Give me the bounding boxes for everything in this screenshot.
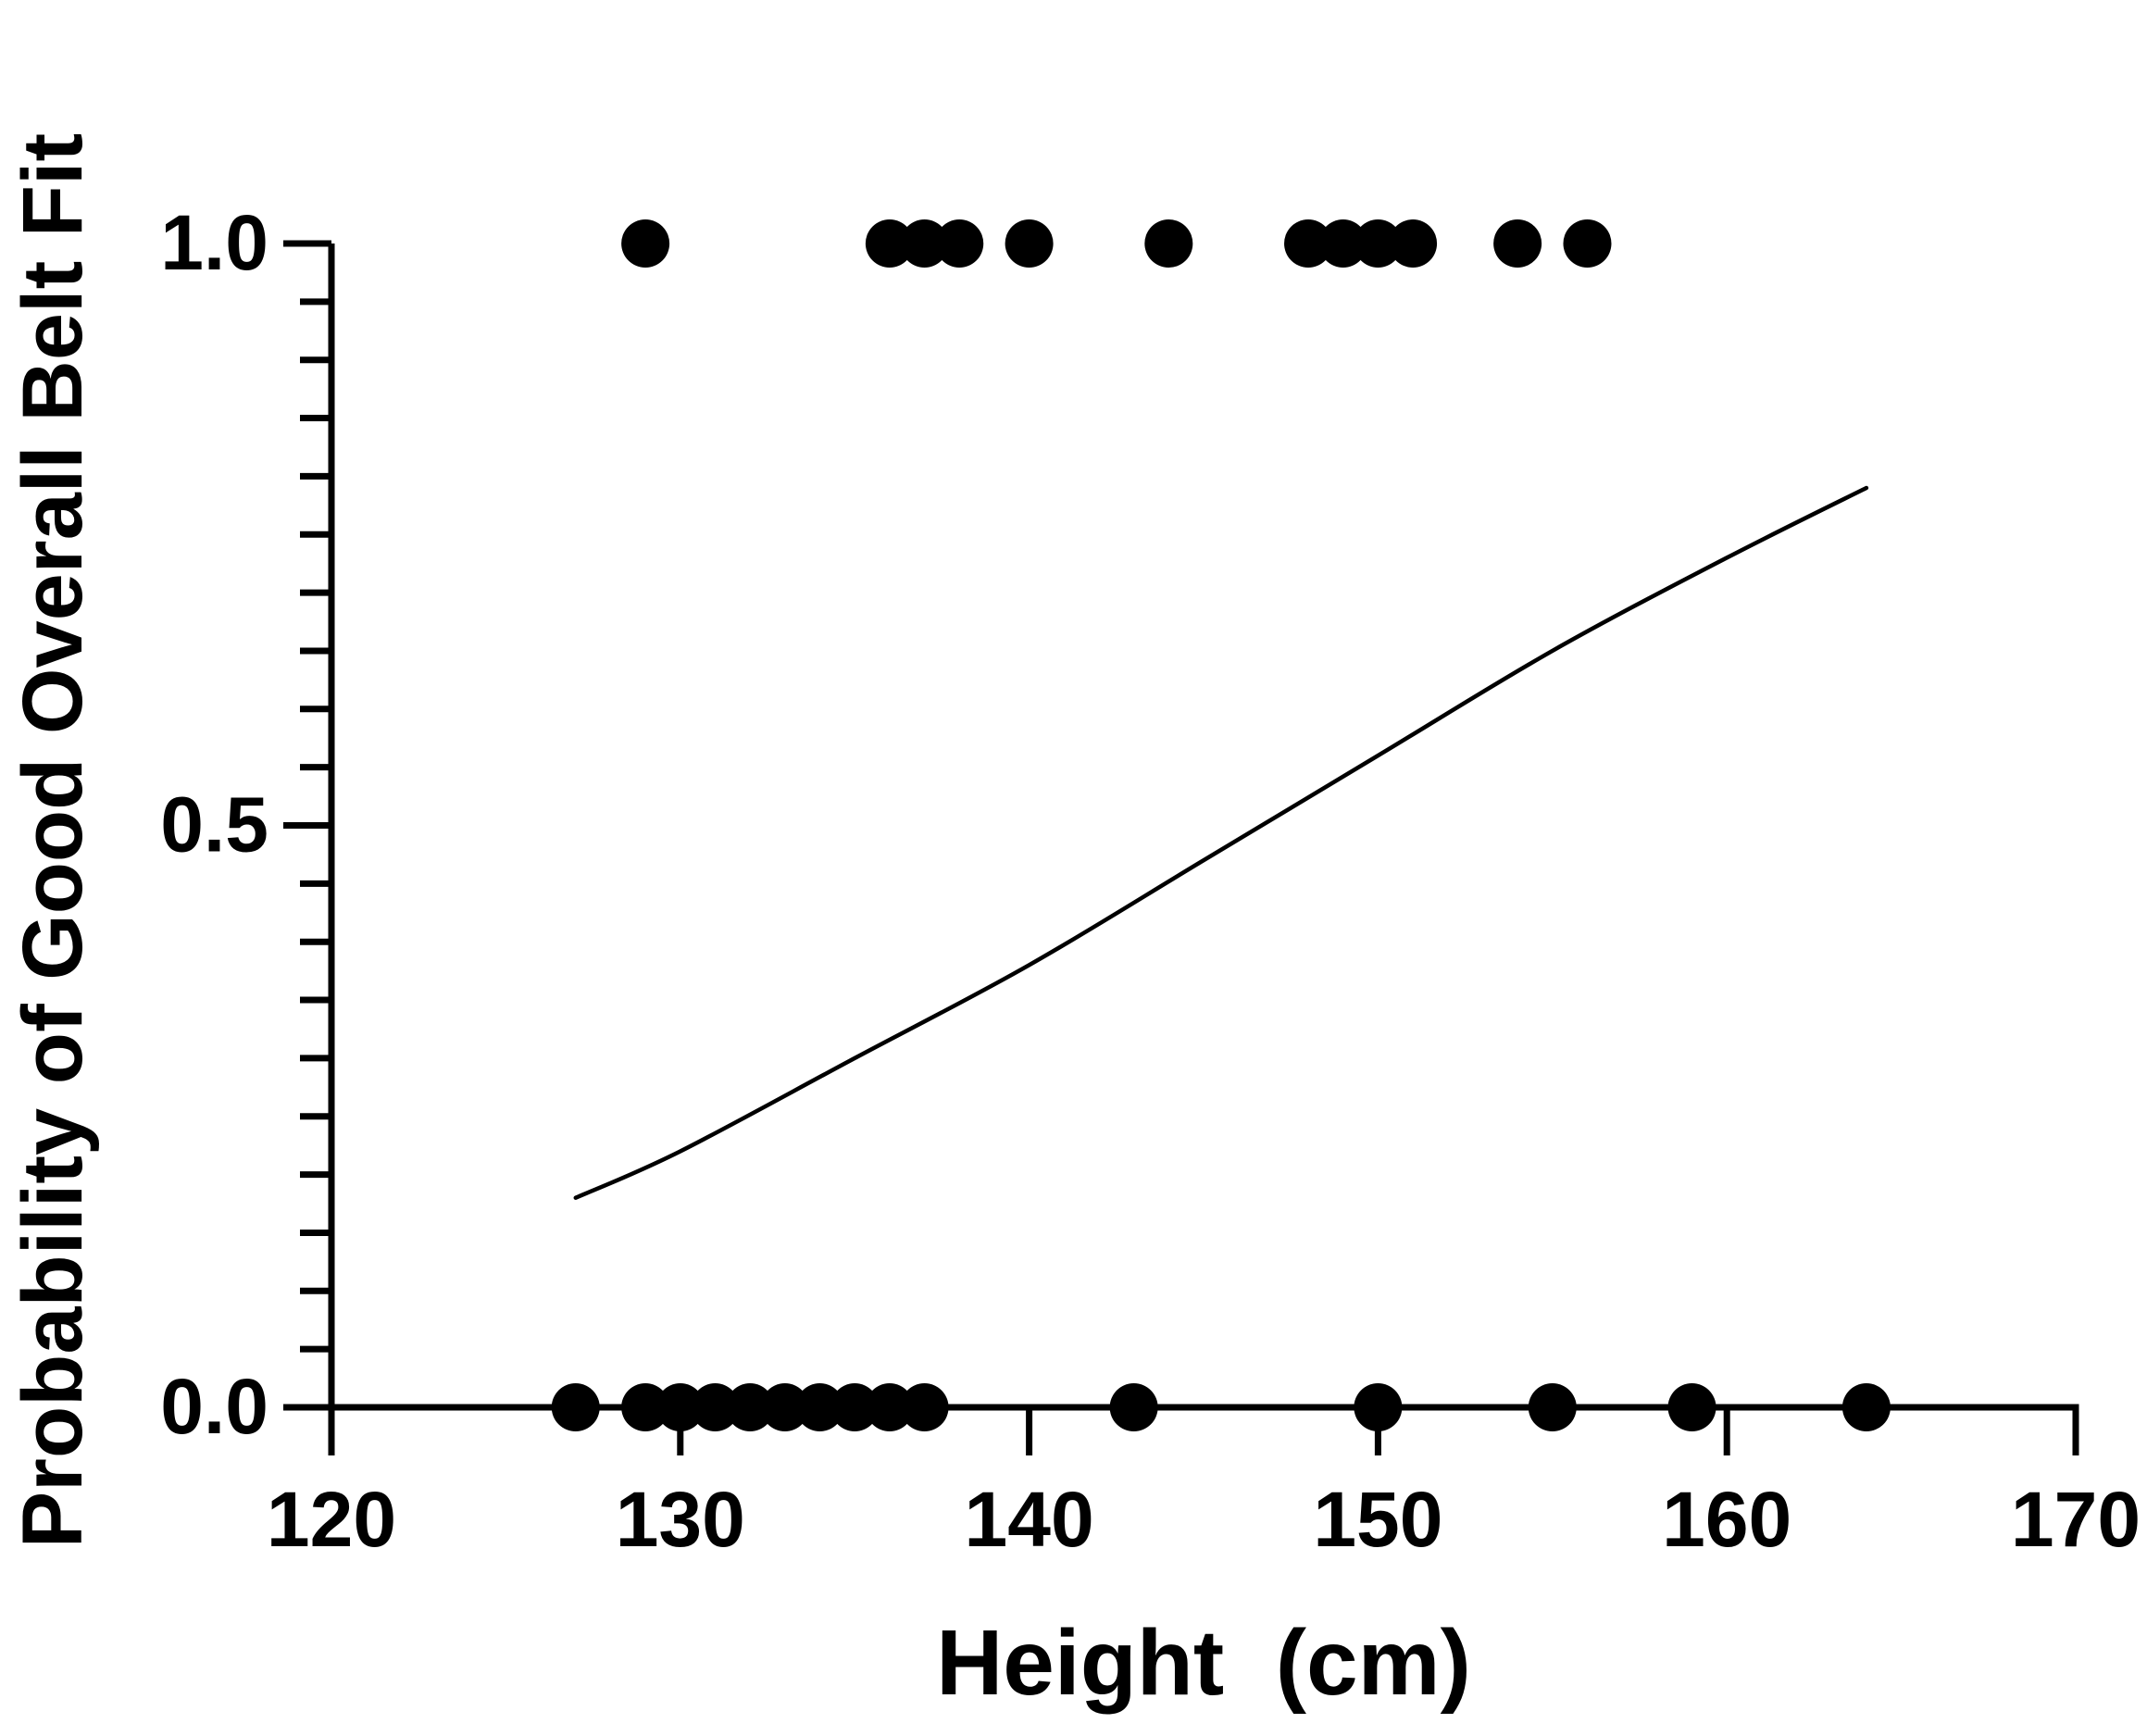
data-point [726, 1383, 775, 1431]
x-tick-label: 120 [267, 1476, 396, 1563]
data-point [1528, 1383, 1577, 1431]
fit-curve [573, 485, 1869, 1200]
x-axis-title: Height (cm) [936, 1611, 1471, 1715]
data-point [1354, 1383, 1403, 1431]
data-point [655, 1383, 705, 1431]
data-point [1389, 219, 1438, 268]
data-point [1284, 219, 1333, 268]
y-tick-label: 0.0 [160, 1363, 268, 1450]
fit-curve-layer [573, 485, 1869, 1200]
data-point [1318, 219, 1367, 268]
data-point [900, 219, 949, 268]
y-tick-label: 1.0 [160, 199, 268, 286]
data-point [900, 1383, 949, 1431]
data-point [830, 1383, 880, 1431]
data-point [865, 1383, 914, 1431]
y-axis-title: Probability of Good Overall Belt Fit [6, 133, 100, 1548]
data-point [1841, 1383, 1891, 1431]
data-point [1354, 219, 1403, 268]
x-tick-label: 130 [616, 1476, 745, 1563]
labels-layer: Height (cm) Probability of Good Overall … [6, 133, 1471, 1715]
x-tick-label: 140 [965, 1476, 1094, 1563]
axes: 0.0 0.5 1.0 120 130 140 150 160 170 [160, 199, 2141, 1563]
data-point [1667, 1383, 1716, 1431]
data-point [865, 219, 914, 268]
data-points-layer [551, 219, 1891, 1431]
data-point [1005, 219, 1054, 268]
data-point [621, 1383, 670, 1431]
data-point [621, 219, 670, 268]
data-point [1493, 219, 1542, 268]
y-tick-label: 0.5 [160, 781, 268, 868]
data-point [1109, 1383, 1158, 1431]
data-point [691, 1383, 740, 1431]
data-point [1144, 219, 1193, 268]
data-point [551, 1383, 600, 1431]
x-tick-label: 170 [2011, 1476, 2141, 1563]
data-point [1563, 219, 1612, 268]
data-point [935, 219, 984, 268]
data-point [760, 1383, 809, 1431]
x-tick-label: 160 [1662, 1476, 1791, 1563]
x-tick-label: 150 [1313, 1476, 1442, 1563]
data-point [795, 1383, 844, 1431]
